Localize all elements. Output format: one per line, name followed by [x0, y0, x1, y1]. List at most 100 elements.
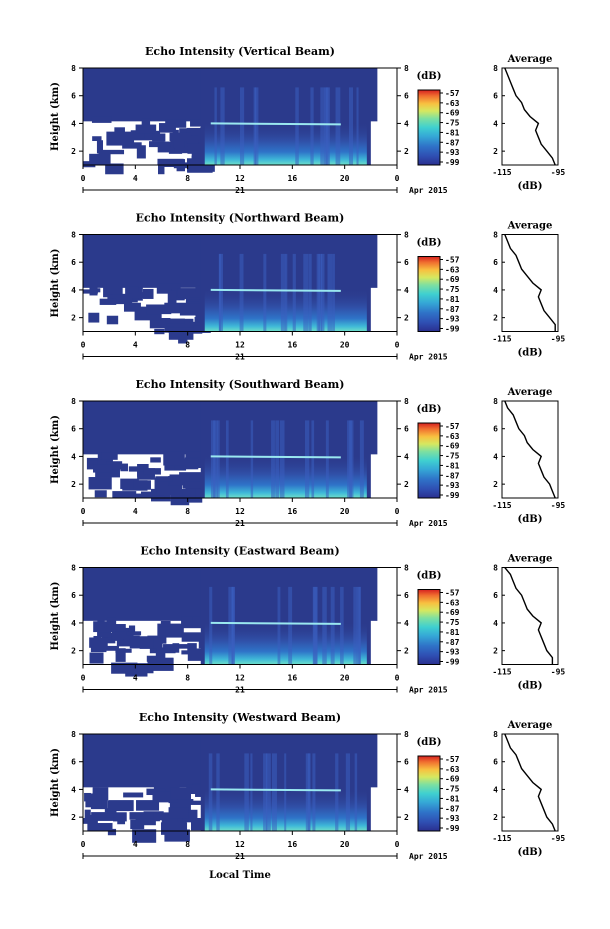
x-tick-label: 20	[340, 674, 350, 683]
average-profile-line	[504, 733, 556, 832]
y-tick-label: 2	[71, 480, 76, 489]
x-tick-label: 8	[185, 840, 190, 849]
colorbar-tick-label: -99	[445, 824, 460, 833]
avg-y-tick-label: 6	[493, 591, 498, 600]
colorbar-tick-label: -87	[445, 471, 460, 480]
echo-cell	[154, 477, 178, 490]
colorbar-tick-label: -81	[445, 628, 460, 637]
echo-cell	[156, 283, 181, 294]
avg-x-tick-label: -95	[551, 335, 566, 344]
echo-cell	[126, 631, 142, 636]
echo-streak	[208, 753, 213, 831]
echo-cell	[187, 143, 202, 154]
y-tick-label: 6	[71, 591, 76, 600]
echo-streak	[216, 420, 220, 498]
y-tick-label-right: 8	[404, 564, 409, 573]
layer-line	[210, 122, 341, 126]
echo-cell	[146, 304, 172, 315]
echo-streak	[353, 586, 358, 665]
avg-y-tick-label: 2	[493, 480, 498, 489]
echo-cell	[169, 474, 190, 486]
y-axis-label: Height (km)	[50, 415, 61, 484]
x-tick-label: 8	[185, 674, 190, 683]
echo-streak	[327, 253, 333, 332]
colorbar-tick-label: -93	[445, 148, 460, 157]
echo-cell	[185, 451, 209, 459]
colorbar-unit: (dB)	[417, 571, 442, 582]
echo-streak	[354, 753, 358, 831]
colorbar-tick-label: -63	[445, 432, 460, 441]
panel-5: Echo Intensity (Westward Beam) 8 8 6 6 4 4 2 2 He…	[50, 711, 565, 861]
date-label: Apr 2015	[409, 686, 448, 695]
echo-cell	[89, 637, 108, 648]
colorbar-tick-label: -63	[445, 598, 460, 607]
echo-streak	[284, 753, 287, 831]
echo-streak	[324, 87, 327, 165]
colorbar-tick-label: -63	[445, 265, 460, 274]
y-tick-label: 6	[71, 758, 76, 767]
colorbar-tick-label: -57	[445, 256, 460, 265]
echo-cell	[115, 648, 126, 662]
echo-cell	[156, 485, 183, 496]
x-tick-label: 12	[235, 840, 245, 849]
echo-cell	[96, 645, 119, 651]
echo-streak	[280, 420, 285, 498]
echo-streak	[316, 253, 320, 332]
avg-x-tick-label: -115	[492, 501, 511, 510]
echo-streak	[231, 586, 235, 665]
colorbar	[417, 89, 441, 166]
x-tick-label: 0	[395, 341, 400, 350]
y-tick-label: 4	[71, 119, 76, 128]
echo-cell	[169, 798, 191, 811]
y-tick-label-right: 4	[404, 119, 409, 128]
avg-x-label: (dB)	[518, 348, 543, 359]
avg-y-tick-label: 8	[493, 564, 498, 573]
average-title: Average	[507, 54, 553, 65]
avg-x-tick-label: -95	[551, 501, 566, 510]
echo-cell	[89, 652, 104, 664]
echo-cell	[163, 451, 185, 466]
y-tick-label: 4	[71, 619, 76, 628]
colorbar-tick-label: -93	[445, 814, 460, 823]
date-label: Apr 2015	[409, 519, 448, 528]
echo-cell	[87, 823, 113, 832]
echo-cell	[168, 807, 189, 819]
echo-streak	[356, 87, 359, 165]
echo-cell	[123, 792, 144, 798]
y-axis-label: Height (km)	[50, 748, 61, 817]
y-axis-label: Height (km)	[50, 582, 61, 651]
y-tick-label: 4	[71, 452, 76, 461]
average-profile-line	[504, 400, 556, 499]
average-frame	[501, 234, 559, 332]
x-tick-label: 4	[133, 341, 138, 350]
echo-cell	[186, 784, 199, 795]
x-tick-label: 0	[395, 674, 400, 683]
average-frame	[501, 567, 559, 665]
echo-streak	[244, 753, 249, 831]
echo-streak	[271, 753, 277, 831]
avg-x-tick-label: -115	[492, 335, 511, 344]
echo-streak	[250, 420, 254, 498]
echo-cell	[90, 646, 107, 653]
echo-cell	[123, 302, 141, 312]
echo-cell	[184, 481, 213, 489]
echo-cell	[128, 625, 136, 632]
x-tick-label: 4	[133, 507, 138, 516]
colorbar-tick-label: -81	[445, 295, 460, 304]
y-tick-label: 8	[71, 231, 76, 240]
echo-cell	[94, 490, 107, 498]
echo-cell	[98, 149, 125, 155]
echo-streak	[312, 753, 316, 831]
panel-title: Echo Intensity (Eastward Beam)	[140, 545, 339, 558]
colorbar-tick-label: -87	[445, 305, 460, 314]
echo-cell	[164, 645, 171, 653]
echo-cell	[135, 124, 157, 134]
x-tick-label: 20	[340, 840, 350, 849]
echo-streak	[295, 87, 299, 165]
avg-x-label: (dB)	[518, 181, 543, 192]
echo-cell	[88, 477, 112, 490]
panel-2: Echo Intensity (Northward Beam) 8 8 6 6 4 4 2 2 H…	[50, 212, 565, 362]
echo-streak	[225, 420, 229, 498]
avg-y-tick-label: 6	[493, 92, 498, 101]
colorbar-tick-label: -57	[445, 89, 460, 98]
